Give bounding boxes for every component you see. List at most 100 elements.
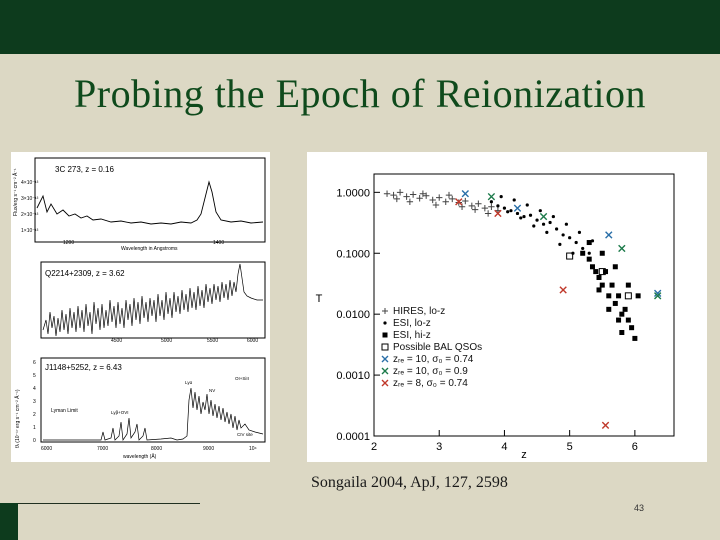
data-point [442, 198, 449, 205]
data-point [601, 421, 610, 429]
legend-entry: zᵣₑ = 10, σ₀ = 0.9 [393, 366, 468, 377]
data-point [606, 306, 612, 312]
data-point [409, 191, 417, 198]
data-point [432, 201, 440, 209]
slide-title: Probing the Epoch of Reionization [74, 71, 646, 116]
data-point [625, 317, 631, 323]
data-point [538, 209, 542, 213]
data-point [519, 216, 523, 220]
page-number: 43 [634, 503, 645, 513]
data-point [586, 256, 592, 262]
spectra-svg: 3C 273, z = 0.16 Flux/erg s⁻¹ cm⁻² Å⁻¹ 4… [12, 157, 266, 460]
x-tick-label: 4 [501, 441, 507, 453]
x-tick: 10⁴ [249, 446, 257, 452]
y-tick: 4 [33, 386, 36, 392]
data-point [484, 210, 492, 217]
x-tick: 1200 [63, 240, 74, 246]
x-tick: 7000 [97, 446, 108, 452]
x-tick: 4500 [111, 338, 122, 344]
data-point [577, 230, 582, 234]
spectrum-panel-3-ylabel: fλ (10⁻¹⁷ erg s⁻¹ cm⁻² Å⁻¹) [14, 389, 21, 448]
y-tick: 3 [33, 399, 36, 405]
data-point [429, 196, 436, 204]
data-point [616, 317, 622, 323]
data-point [587, 251, 591, 255]
y-axis-label: T [316, 293, 323, 305]
legend-entry: ESI, lo-z [393, 318, 431, 329]
x-tick-label: 6 [632, 441, 638, 453]
data-point [383, 321, 387, 325]
data-point [436, 194, 443, 201]
legend-entry: HIRES, lo-z [393, 306, 445, 317]
transmission-chart: 1.0000 0.1000 0.0100 0.0010 0.0001 2 3 4 5 6 HIR… [307, 152, 707, 462]
y-tick: 2×10⁻¹³ [21, 212, 39, 218]
x-tick-label: 3 [436, 441, 442, 453]
spectrum-panel-1-label: 3C 273, z = 0.16 [55, 165, 114, 174]
data-point [593, 269, 599, 275]
annotation: NV [209, 388, 215, 393]
spectrum-panel-3: J1148+5252, z = 6.43 fλ (10⁻¹⁷ erg s⁻¹ c… [14, 357, 266, 460]
data-point [589, 264, 595, 270]
spectrum-panel-1-ylabel: Flux/erg s⁻¹ cm⁻² Å⁻¹ [12, 168, 19, 216]
data-point [548, 220, 552, 225]
spectrum-panel-3-label: J1148+5252, z = 6.43 [45, 363, 122, 372]
data-point [535, 218, 539, 222]
data-point [612, 300, 618, 306]
y-tick-label: 1.0000 [336, 187, 370, 199]
data-point [596, 287, 602, 293]
y-tick: 4×10⁻¹³ [21, 180, 39, 186]
legend-entry: zᵣₑ = 10, σ₀ = 0.74 [393, 354, 474, 365]
spectrum-line-3 [43, 387, 264, 441]
data-point [422, 192, 430, 199]
data-point [381, 355, 389, 363]
data-point [654, 292, 662, 300]
plot-frame [373, 173, 675, 437]
data-point [381, 379, 389, 387]
data-point [471, 206, 479, 213]
y-tick-label: 0.0100 [336, 309, 370, 321]
data-point [445, 191, 453, 199]
data-point [403, 193, 410, 200]
footer-block [0, 503, 18, 540]
data-point [566, 252, 574, 260]
data-point [509, 209, 513, 213]
annotation: OI+SiII [235, 376, 249, 381]
data-point [396, 189, 404, 196]
data-point [539, 212, 548, 221]
y-tick: 2 [33, 412, 36, 418]
spectrum-line-1 [36, 180, 264, 225]
x-tick-label: 2 [371, 441, 377, 453]
x-tick: 6000 [41, 446, 52, 452]
spectrum-line-2 [42, 263, 263, 337]
data-point [629, 325, 635, 331]
data-point [555, 227, 559, 231]
x-tick: 5000 [161, 338, 172, 344]
data-point [618, 244, 626, 253]
data-point [586, 240, 592, 246]
data-point [619, 330, 625, 336]
data-point [419, 190, 427, 197]
data-point [619, 311, 625, 317]
data-point [462, 197, 469, 205]
data-point [541, 222, 546, 226]
data-point [561, 233, 565, 237]
x-tick: 1400 [213, 240, 224, 246]
quasar-spectra-figure: 3C 273, z = 0.16 Flux/erg s⁻¹ cm⁻² Å⁻¹ 4… [11, 152, 270, 462]
data-point [513, 204, 522, 212]
data-point [390, 191, 397, 199]
x-tick: 8000 [151, 446, 162, 452]
data-point [622, 306, 628, 312]
data-point [574, 240, 578, 245]
data-point [599, 250, 605, 256]
data-point [632, 335, 638, 341]
data-point [580, 250, 586, 256]
spectrum-panel-3-xlabel: wavelength (Å) [123, 453, 157, 460]
data-point [502, 206, 507, 210]
data-point [525, 203, 529, 207]
data-point [481, 204, 489, 212]
x-tick-label: 5 [567, 441, 573, 453]
data-point [381, 367, 389, 375]
x-axis-label: z [521, 449, 527, 461]
data-point [606, 293, 612, 299]
data-point [532, 224, 536, 228]
